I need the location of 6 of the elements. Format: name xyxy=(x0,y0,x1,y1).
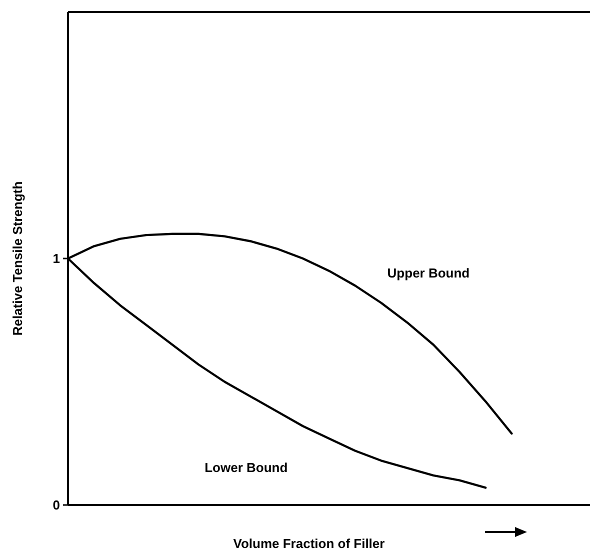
text: Lower Bound xyxy=(204,460,288,475)
y-tick-label: 0 xyxy=(52,498,60,513)
y-tick-label: 1 xyxy=(52,251,60,266)
y-axis-title: Relative Tensile Strength xyxy=(10,181,25,336)
series-label: Upper Bound xyxy=(387,266,470,281)
x-axis-title: Volume Fraction of Filler xyxy=(233,536,385,551)
